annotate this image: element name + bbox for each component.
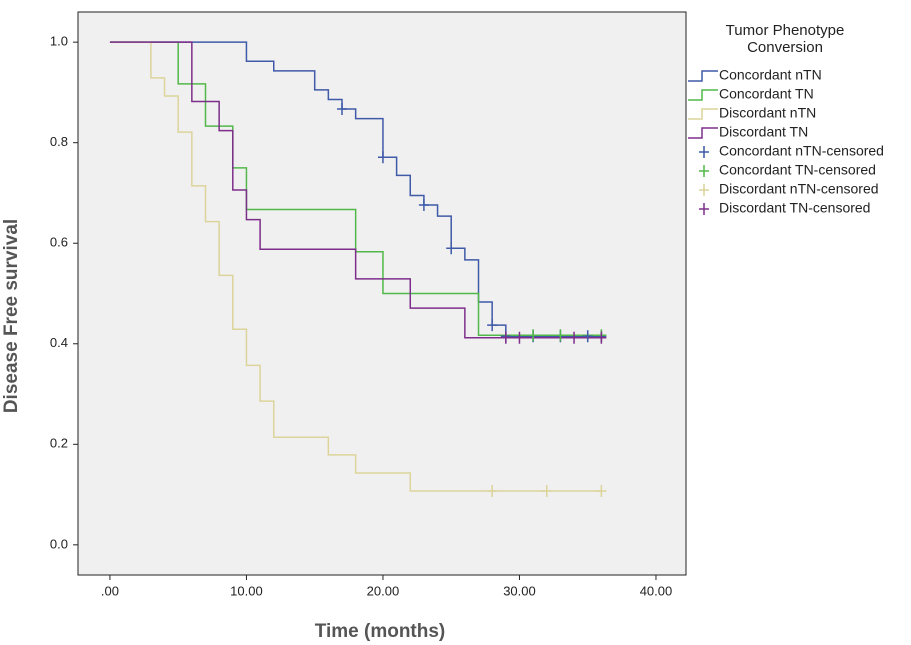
y-tick-label: 1.0	[50, 34, 68, 49]
y-tick-label: 0.4	[50, 335, 68, 350]
censor-mark	[569, 331, 580, 344]
survival-line	[109, 41, 602, 492]
censor-mark	[377, 151, 388, 164]
censor-mark	[528, 329, 539, 342]
censor-mark	[541, 485, 552, 498]
legend-label: Discordant TN	[719, 124, 808, 140]
x-tick-label: 40.00	[640, 583, 673, 598]
legend-label: Discordant nTN-censored	[719, 181, 879, 197]
x-axis-title: Time (months)	[315, 621, 446, 642]
plot-area	[77, 11, 687, 576]
x-tick-label: .00	[101, 583, 119, 598]
legend-symbol	[699, 165, 709, 177]
legend-label: Concordant TN	[719, 86, 814, 102]
censor-mark	[596, 485, 607, 498]
y-tick-label: 0.2	[50, 436, 68, 451]
censor-mark	[596, 331, 607, 344]
legend-label: Concordant nTN	[719, 67, 822, 83]
y-tick-label: 0.6	[50, 235, 68, 250]
x-tick-label: 20.00	[367, 583, 400, 598]
survival-line	[109, 41, 602, 339]
y-axis-title: Disease Free survival	[1, 219, 22, 413]
legend-label: Discordant nTN	[719, 105, 816, 121]
legend-label: Discordant TN-censored	[719, 200, 870, 216]
censor-mark	[555, 329, 566, 342]
censor-mark	[500, 331, 511, 344]
censor-mark	[487, 319, 498, 332]
legend-symbol	[688, 70, 718, 82]
censor-mark	[514, 331, 525, 344]
censor-mark	[337, 103, 348, 116]
y-tick-label: 0.0	[50, 536, 68, 551]
censor-mark	[418, 199, 429, 212]
legend-symbol	[699, 184, 709, 196]
x-tick-label: 10.00	[230, 583, 263, 598]
legend-symbol	[699, 203, 709, 215]
legend-symbol	[688, 127, 718, 139]
legend-symbol	[688, 108, 718, 120]
legend-label: Concordant nTN-censored	[719, 143, 884, 159]
y-tick-label: 0.8	[50, 134, 68, 149]
x-tick-label: 30.00	[503, 583, 536, 598]
censor-mark	[446, 242, 457, 255]
censor-mark	[487, 485, 498, 498]
legend-title: Tumor Phenotype Conversion	[725, 22, 845, 56]
survival-line	[109, 41, 602, 337]
legend-symbol	[699, 146, 709, 158]
legend-symbol	[688, 89, 718, 101]
legend-label: Concordant TN-censored	[719, 162, 876, 178]
censor-mark	[582, 330, 593, 343]
